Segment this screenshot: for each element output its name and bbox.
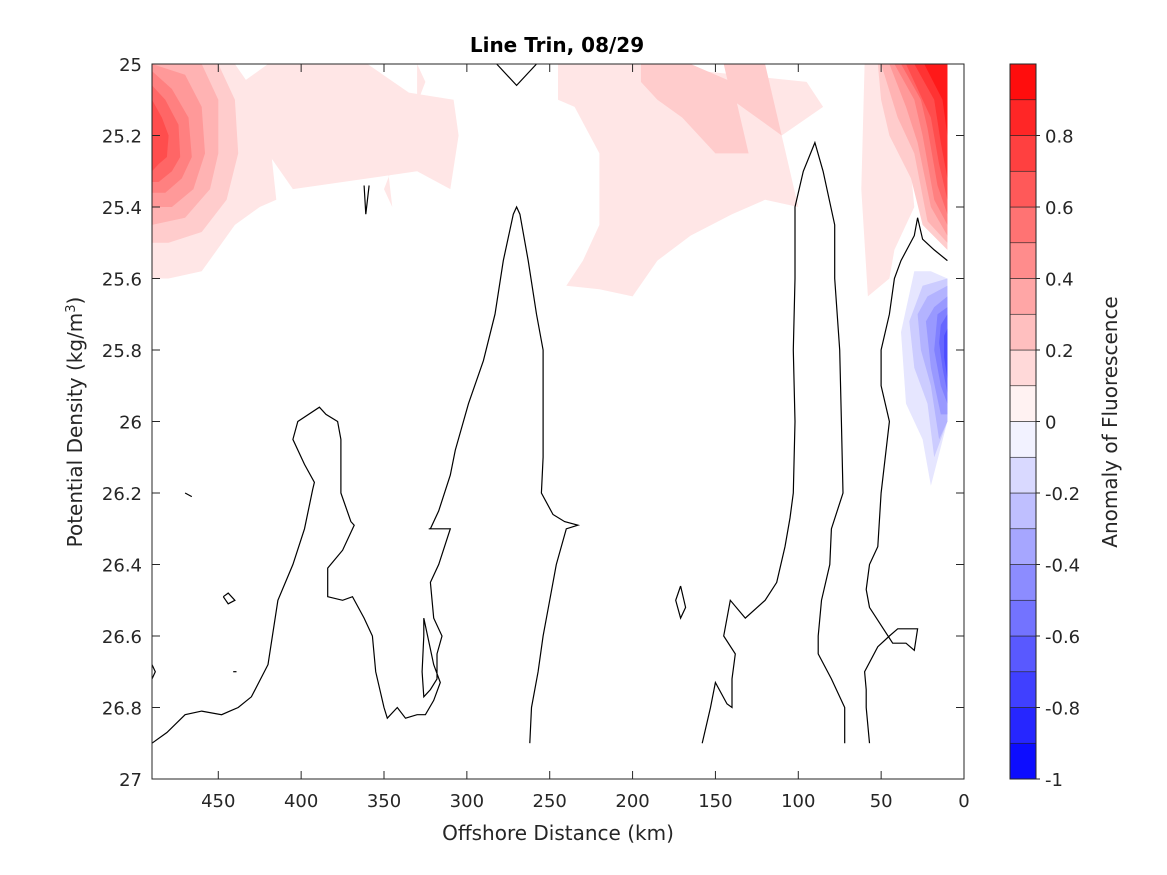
y-tick-label: 25 <box>119 55 142 76</box>
colorbar-tick-label: -1 <box>1045 770 1063 791</box>
x-tick-label: 350 <box>367 791 401 812</box>
x-tick-label: 0 <box>958 791 969 812</box>
anomaly-fill-offshore-high-anomaly-6 <box>152 99 169 172</box>
y-tick-label: 25.2 <box>102 127 142 148</box>
x-tick-label: 400 <box>284 791 318 812</box>
zero-contour-8 <box>675 585 687 620</box>
y-tick-label: 25.8 <box>102 341 142 362</box>
y-tick-label: 26.8 <box>102 699 142 720</box>
x-axis-label: Offshore Distance (km) <box>442 821 674 845</box>
colorbar-swatch <box>1009 671 1037 708</box>
colorbar-swatch <box>1009 313 1037 351</box>
colorbar-swatch <box>1009 385 1037 422</box>
anomaly-fills <box>152 64 948 486</box>
y-tick-label: 26.6 <box>102 627 142 648</box>
colorbar-swatch <box>1009 635 1037 673</box>
colorbar-swatch <box>1009 456 1037 494</box>
colorbar-tick-label: 0.6 <box>1045 198 1074 219</box>
y-tick-label: 26.2 <box>102 484 142 505</box>
colorbar-swatch <box>1009 63 1037 101</box>
y-tick-label: 25.6 <box>102 270 142 291</box>
y-axis-ticks: 25 25.2 25.4 25.6 25.8 26 26.2 26.4 26.6 26.8 27 <box>102 55 964 791</box>
colorbar-swatch <box>1009 564 1037 601</box>
colorbar-swatch <box>1009 99 1037 136</box>
coastal-high-anomaly <box>861 64 948 297</box>
colorbar: -1 -0.8 -0.6 -0.4 -0.2 0 0.2 0.4 0.6 0.8 Anomaly … <box>1009 63 1122 791</box>
y-axis-label-superscript: 3 <box>64 304 79 312</box>
zero-contour-4 <box>184 492 193 498</box>
colorbar-swatch <box>1009 528 1037 565</box>
chart-title: Line Trin, 08/29 <box>470 33 644 57</box>
y-tick-label: 27 <box>119 770 142 791</box>
anomaly-fill-mid-high-anomaly-5 <box>723 64 782 136</box>
y-tick-label: 25.4 <box>102 198 142 219</box>
colorbar-tick-label: 0.4 <box>1045 270 1074 291</box>
colorbar-ticks: -1 -0.8 -0.6 -0.4 -0.2 0 0.2 0.4 0.6 0.8 <box>1036 127 1080 791</box>
colorbar-tick-label: 0.2 <box>1045 341 1074 362</box>
colorbar-tick-label: -0.4 <box>1045 556 1080 577</box>
zero-contour-6 <box>151 664 156 680</box>
colorbar-swatch <box>1009 742 1037 780</box>
anomaly-fill-mid-high-anomaly-3 <box>558 64 824 297</box>
colorbar-swatch <box>1009 349 1037 387</box>
coastal-low-anomaly <box>901 271 948 486</box>
y-axis-label: Potential Density (kg/m3) <box>63 297 87 548</box>
colorbar-tick-label: -0.2 <box>1045 484 1080 505</box>
zero-contours <box>151 63 948 744</box>
y-tick-label: 26 <box>119 413 142 434</box>
y-axis-label-main: Potential Density (kg/m <box>63 313 87 548</box>
zero-contour-9 <box>701 140 846 744</box>
colorbar-tick-label: -0.6 <box>1045 627 1080 648</box>
colorbar-label: Anomaly of Fluorescence <box>1098 296 1122 547</box>
anomaly-fill-mid-high-anomaly-2 <box>243 64 459 190</box>
plot-area <box>151 63 964 779</box>
colorbar-tick-label: 0.8 <box>1045 127 1074 148</box>
colorbar-swatch <box>1009 135 1037 172</box>
mid-high-anomaly <box>243 64 824 297</box>
offshore-high-anomaly <box>152 64 277 279</box>
x-tick-label: 200 <box>615 791 649 812</box>
x-tick-label: 150 <box>698 791 732 812</box>
zero-contour-10 <box>863 217 948 744</box>
colorbar-swatch <box>1009 242 1037 279</box>
x-tick-label: 100 <box>781 791 815 812</box>
colorbar-swatch <box>1009 206 1037 244</box>
colorbar-swatch <box>1009 170 1037 208</box>
x-tick-label: 300 <box>450 791 484 812</box>
zero-contour-2 <box>363 185 370 215</box>
y-axis-label-close: ) <box>63 297 87 305</box>
x-axis-ticks: 450 400 350 300 250 200 150 100 50 0 <box>201 64 970 812</box>
colorbar-tick-label: 0 <box>1045 413 1056 434</box>
anomaly-fill-mid-high-anomaly-4 <box>640 64 749 154</box>
zero-contour-5 <box>222 592 236 605</box>
colorbar-tick-label: -0.8 <box>1045 699 1080 720</box>
colorbar-swatches <box>1009 63 1037 780</box>
zero-contour-1 <box>496 63 537 87</box>
x-tick-label: 250 <box>533 791 567 812</box>
colorbar-swatch <box>1009 421 1037 458</box>
x-tick-label: 50 <box>870 791 893 812</box>
colorbar-swatch <box>1009 707 1037 744</box>
zero-contour-3 <box>151 205 581 744</box>
anomaly-fill-coastal-high-anomaly-8 <box>924 64 948 136</box>
anomaly-fill-coastal-low-anomaly-6 <box>944 328 948 379</box>
colorbar-swatch <box>1009 278 1037 315</box>
x-tick-label: 450 <box>201 791 235 812</box>
y-tick-label: 26.4 <box>102 556 142 577</box>
colorbar-swatch <box>1009 599 1037 637</box>
plot-background <box>152 64 964 779</box>
colorbar-swatch <box>1009 492 1037 530</box>
